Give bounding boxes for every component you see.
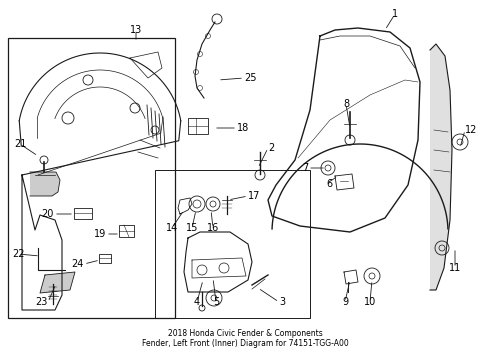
Polygon shape <box>30 172 60 196</box>
Text: 13: 13 <box>130 25 142 35</box>
Bar <box>119 225 134 237</box>
Text: 12: 12 <box>465 125 477 135</box>
Text: 16: 16 <box>207 223 219 233</box>
Text: 25: 25 <box>244 73 256 83</box>
Text: 6: 6 <box>326 179 332 189</box>
Text: 4: 4 <box>194 297 200 307</box>
Text: 2018 Honda Civic Fender & Components: 2018 Honda Civic Fender & Components <box>168 328 322 338</box>
Text: 23: 23 <box>36 297 48 307</box>
Text: 2: 2 <box>268 143 274 153</box>
Text: 5: 5 <box>213 297 219 307</box>
Polygon shape <box>40 272 75 293</box>
Bar <box>99 254 111 263</box>
Bar <box>155 170 310 318</box>
Bar <box>188 118 208 134</box>
Bar <box>8 38 175 318</box>
Text: 18: 18 <box>237 123 249 133</box>
Text: 14: 14 <box>166 223 178 233</box>
Text: 9: 9 <box>342 297 348 307</box>
Text: 15: 15 <box>186 223 198 233</box>
Bar <box>74 208 92 219</box>
Text: 8: 8 <box>343 99 349 109</box>
Text: 22: 22 <box>12 249 24 259</box>
Text: 24: 24 <box>72 259 84 269</box>
Text: 3: 3 <box>279 297 285 307</box>
Text: 17: 17 <box>248 191 260 201</box>
Polygon shape <box>430 44 452 290</box>
Text: 19: 19 <box>94 229 106 239</box>
Text: 11: 11 <box>449 263 461 273</box>
Text: 20: 20 <box>42 209 54 219</box>
Text: Fender, Left Front (Inner) Diagram for 74151-TGG-A00: Fender, Left Front (Inner) Diagram for 7… <box>142 339 348 348</box>
Text: 10: 10 <box>364 297 376 307</box>
Text: 1: 1 <box>392 9 398 19</box>
Text: 7: 7 <box>302 163 308 173</box>
Text: 21: 21 <box>14 139 26 149</box>
